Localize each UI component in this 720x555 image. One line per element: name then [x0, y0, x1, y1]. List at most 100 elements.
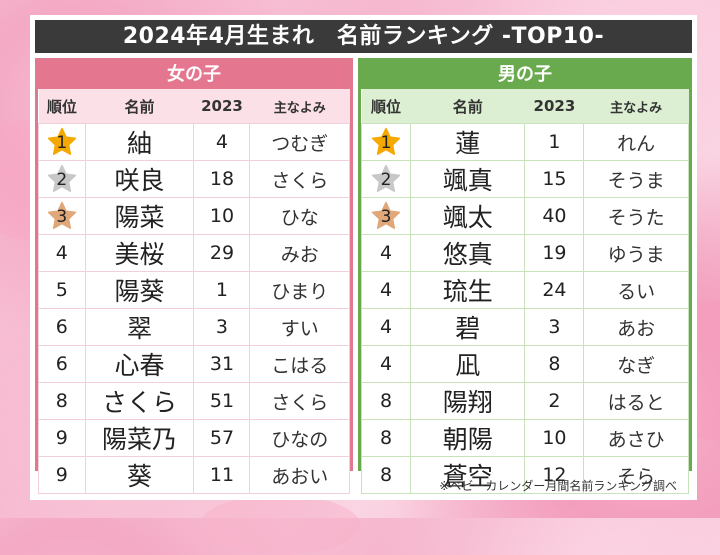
rank-cell: 3 — [38, 197, 86, 235]
previous-year-rank-cell: 4 — [193, 123, 251, 161]
column-header-rank: 順位 — [38, 89, 86, 124]
sakura-petal-decoration — [200, 495, 360, 555]
previous-year-rank-cell: 15 — [524, 160, 585, 198]
bronze-star-icon: 3 — [370, 201, 402, 231]
reading-cell: つむぎ — [249, 123, 350, 161]
silver-star-icon: 2 — [370, 164, 402, 194]
table-row: 4 凪 8 なぎ — [360, 345, 689, 383]
girls-ranking-panel: 女の子 順位 名前 2023 主なよみ 1 紬 4 つむぎ 2 咲良 18 さくら 3 陽菜 10 ひ… — [35, 58, 353, 494]
source-footnote: ※ベビーカレンダー月間名前ランキング調べ — [439, 479, 677, 493]
bronze-star-icon: 3 — [46, 201, 78, 231]
previous-year-rank-cell: 1 — [193, 271, 251, 309]
gold-star-icon: 1 — [46, 127, 78, 157]
table-row: 3 陽菜 10 ひな — [38, 197, 350, 235]
table-row: 6 心春 31 こはる — [38, 345, 350, 383]
table-row: 5 陽葵 1 ひまり — [38, 271, 350, 309]
reading-cell: そうた — [583, 197, 689, 235]
previous-year-rank-cell: 51 — [193, 382, 251, 420]
table-row: 4 美桜 29 みお — [38, 234, 350, 272]
girls-ranking-table: 順位 名前 2023 主なよみ 1 紬 4 つむぎ 2 咲良 18 さくら 3 陽菜 10 ひな 4 美桜… — [38, 89, 350, 494]
name-cell: 颯真 — [410, 160, 526, 198]
boys-ranking-panel: 男の子 順位 名前 2023 主なよみ 1 蓮 1 れん 2 颯真 15 そうま 3 颯太 40 そう… — [358, 58, 692, 494]
previous-year-rank-cell: 3 — [193, 308, 251, 346]
table-row: 2 咲良 18 さくら — [38, 160, 350, 198]
girls-heading: 女の子 — [38, 61, 350, 89]
reading-cell: はると — [583, 382, 689, 420]
reading-cell: ひまり — [249, 271, 350, 309]
rank-cell: 4 — [360, 308, 412, 346]
table-row: 3 颯太 40 そうた — [360, 197, 689, 235]
reading-cell: なぎ — [583, 345, 689, 383]
reading-cell: みお — [249, 234, 350, 272]
table-row: 8 朝陽 10 あさひ — [360, 419, 689, 457]
previous-year-rank-cell: 18 — [193, 160, 251, 198]
table-row: 4 琉生 24 るい — [360, 271, 689, 309]
name-cell: 陽菜乃 — [84, 419, 195, 457]
reading-cell: さくら — [249, 160, 350, 198]
name-cell: 蒼空 — [410, 456, 526, 494]
reading-cell: すい — [249, 308, 350, 346]
previous-year-rank-cell: 19 — [524, 234, 585, 272]
table-row: 4 碧 3 あお — [360, 308, 689, 346]
boys-ranking-table: 順位 名前 2023 主なよみ 1 蓮 1 れん 2 颯真 15 そうま 3 颯太 40 そうた 4 悠真… — [360, 89, 689, 494]
reading-cell: あおい — [249, 456, 350, 494]
reading-cell: さくら — [249, 382, 350, 420]
rank-cell: 2 — [38, 160, 86, 198]
table-header-row: 順位 名前 2023 主なよみ — [361, 89, 689, 124]
rank-number: 1 — [56, 133, 68, 153]
previous-year-rank-cell: 3 — [524, 308, 585, 346]
name-cell: 朝陽 — [410, 419, 526, 457]
reading-cell: あさひ — [583, 419, 689, 457]
rank-cell: 8 — [360, 456, 412, 494]
name-cell: 碧 — [410, 308, 526, 346]
boys-heading: 男の子 — [361, 61, 689, 89]
rank-cell: 2 — [360, 160, 412, 198]
name-cell: 陽菜 — [84, 197, 195, 235]
previous-year-rank-cell: 8 — [524, 345, 585, 383]
rank-number: 3 — [56, 207, 68, 227]
table-row: 8 蒼空 12 そら — [360, 456, 689, 494]
gold-star-icon: 1 — [370, 127, 402, 157]
rank-cell: 8 — [38, 382, 86, 420]
reading-cell: あお — [583, 308, 689, 346]
column-header-reading: 主なよみ — [249, 89, 350, 124]
reading-cell: そうま — [583, 160, 689, 198]
reading-cell: ひなの — [249, 419, 350, 457]
name-cell: 蓮 — [410, 123, 526, 161]
column-header-reading: 主なよみ — [583, 89, 689, 124]
table-row: 8 さくら 51 さくら — [38, 382, 350, 420]
rank-cell: 4 — [360, 271, 412, 309]
previous-year-rank-cell: 11 — [193, 456, 251, 494]
name-cell: 颯太 — [410, 197, 526, 235]
rank-cell: 9 — [38, 419, 86, 457]
column-header-rank: 順位 — [361, 89, 411, 124]
rank-cell: 8 — [360, 382, 412, 420]
rank-cell: 5 — [38, 271, 86, 309]
table-row: 9 葵 11 あおい — [38, 456, 350, 494]
name-cell: さくら — [84, 382, 195, 420]
name-cell: 紬 — [84, 123, 195, 161]
reading-cell: そら — [583, 456, 689, 494]
rank-number: 1 — [380, 133, 392, 153]
name-cell: 咲良 — [84, 160, 195, 198]
table-row: 2 颯真 15 そうま — [360, 160, 689, 198]
reading-cell: れん — [583, 123, 689, 161]
previous-year-rank-cell: 29 — [193, 234, 251, 272]
previous-year-rank-cell: 2 — [524, 382, 585, 420]
table-row: 6 翠 3 すい — [38, 308, 350, 346]
name-cell: 琉生 — [410, 271, 526, 309]
rank-number: 3 — [380, 207, 392, 227]
previous-year-rank-cell: 24 — [524, 271, 585, 309]
rank-cell: 9 — [38, 456, 86, 494]
rank-cell: 1 — [38, 123, 86, 161]
name-cell: 翠 — [84, 308, 195, 346]
rank-cell: 8 — [360, 419, 412, 457]
name-cell: 凪 — [410, 345, 526, 383]
column-header-name: 名前 — [85, 89, 194, 124]
column-header-name: 名前 — [410, 89, 525, 124]
previous-year-rank-cell: 1 — [524, 123, 585, 161]
previous-year-rank-cell: 40 — [524, 197, 585, 235]
previous-year-rank-cell: 10 — [524, 419, 585, 457]
table-row: 4 悠真 19 ゆうま — [360, 234, 689, 272]
name-cell: 心春 — [84, 345, 195, 383]
